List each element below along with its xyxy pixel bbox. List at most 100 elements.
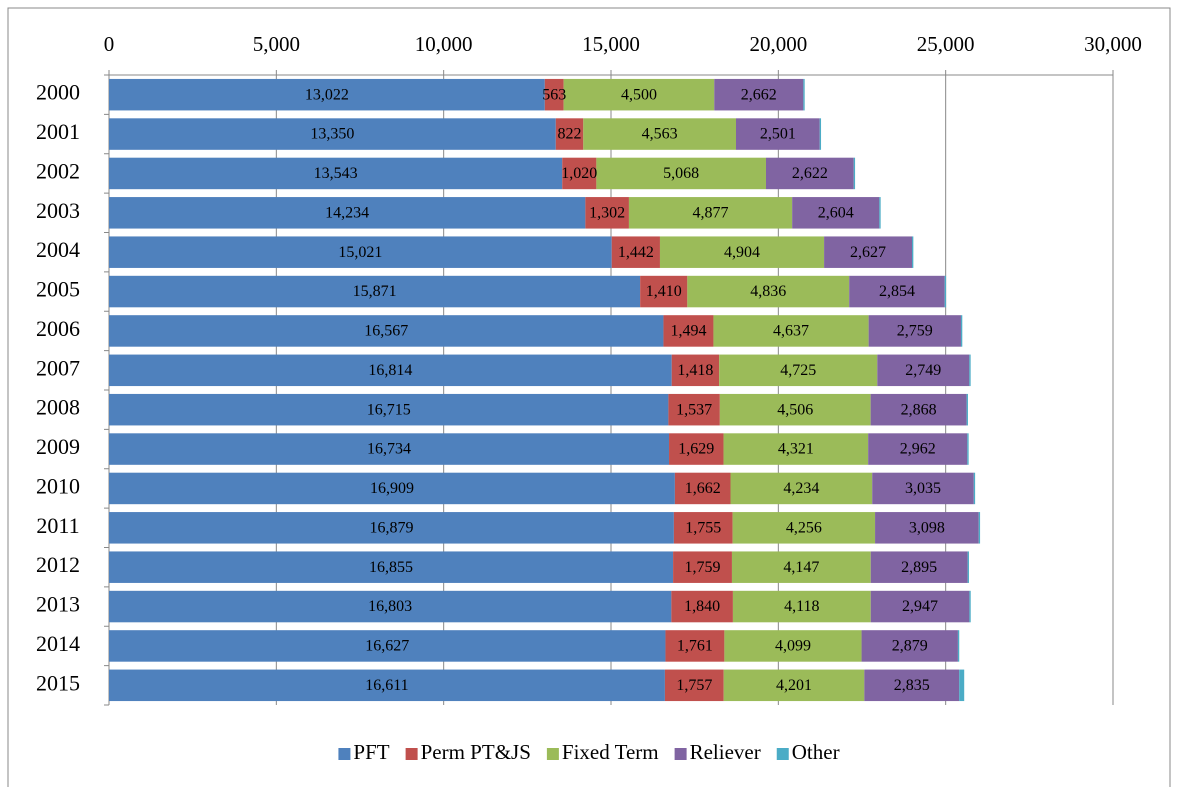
bar-segment <box>664 669 724 702</box>
value-label: 4,877 <box>693 204 729 221</box>
legend-item: Perm PT&JS <box>405 740 531 764</box>
value-label: 16,909 <box>370 480 414 497</box>
bar-segment <box>978 512 981 544</box>
bar-segment <box>966 393 968 426</box>
bar-segment <box>109 393 669 426</box>
value-label: 16,803 <box>368 598 412 615</box>
bar-segment <box>585 197 629 229</box>
value-label: 16,627 <box>365 638 409 655</box>
value-label: 1,020 <box>561 165 597 182</box>
bar-segment <box>563 78 715 111</box>
value-label: 2,627 <box>850 244 886 261</box>
bar-segment <box>735 118 820 150</box>
value-label: 13,022 <box>305 86 349 103</box>
value-label: 4,563 <box>642 126 678 143</box>
value-label: 4,321 <box>778 441 814 458</box>
value-label: 4,904 <box>724 244 760 261</box>
y-tick-label: 2003 <box>36 198 80 223</box>
value-label: 4,836 <box>750 283 786 300</box>
value-label: 14,234 <box>325 204 369 221</box>
bar-segment <box>555 118 584 150</box>
legend-label: PFT <box>353 740 389 764</box>
bar-segment <box>872 472 974 505</box>
value-label: 1,759 <box>685 559 721 576</box>
value-label: 2,854 <box>879 283 915 300</box>
value-label: 1,761 <box>677 638 713 655</box>
bar-segment <box>824 236 912 268</box>
x-tick-label: 25,000 <box>917 32 975 56</box>
bar-segment <box>663 315 714 347</box>
y-tick-label: 2005 <box>36 277 80 302</box>
y-tick-label: 2008 <box>36 395 80 420</box>
value-label: 2,501 <box>760 126 796 143</box>
bar-segment <box>109 472 675 505</box>
bar-segment <box>969 590 971 623</box>
value-label: 563 <box>542 86 566 103</box>
value-label: 2,835 <box>894 677 930 694</box>
legend-label: Reliever <box>690 740 761 764</box>
bar-segment <box>967 433 969 465</box>
bar-segment <box>719 393 871 426</box>
bar-segment <box>713 315 869 347</box>
bar-segment <box>640 275 688 308</box>
bar-segment <box>879 197 881 229</box>
bar-segment <box>562 157 597 190</box>
bar-segment <box>583 118 736 150</box>
bar-segment <box>674 472 731 505</box>
value-label: 2,622 <box>792 165 828 182</box>
bar-segment <box>868 433 968 465</box>
legend-label: Fixed Term <box>562 740 659 764</box>
x-tick-label: 20,000 <box>749 32 807 56</box>
value-label: 2,879 <box>892 638 928 655</box>
bar-segment <box>628 197 793 229</box>
bar-segment <box>611 236 660 268</box>
value-label: 16,855 <box>369 559 413 576</box>
y-tick-label: 2011 <box>36 513 79 538</box>
value-label: 1,840 <box>684 598 720 615</box>
bar-segment <box>673 512 733 544</box>
bar-segment <box>877 354 970 387</box>
bar-segment <box>853 157 856 190</box>
bar-segment <box>944 275 947 308</box>
bar-segment <box>849 275 945 308</box>
value-label: 3,035 <box>905 480 941 497</box>
value-label: 4,201 <box>776 677 812 694</box>
bar-segment <box>109 236 612 268</box>
y-tick-label: 2012 <box>36 552 80 577</box>
bar-segment <box>109 275 641 308</box>
x-tick-label: 0 <box>104 32 115 56</box>
y-tick-label: 2000 <box>36 80 80 105</box>
bar-segment <box>973 472 976 505</box>
y-tick-label: 2010 <box>36 473 80 498</box>
value-label: 1,442 <box>618 244 654 261</box>
value-label: 16,814 <box>368 362 412 379</box>
y-tick-label: 2001 <box>36 119 80 144</box>
x-tick-label: 30,000 <box>1084 32 1142 56</box>
bar-segment <box>109 157 563 190</box>
bar-segment <box>967 551 969 583</box>
value-label: 4,147 <box>783 559 819 576</box>
value-label: 1,302 <box>589 204 625 221</box>
value-label: 822 <box>558 126 582 143</box>
y-tick-label: 2004 <box>36 237 80 262</box>
value-label: 1,629 <box>678 441 714 458</box>
value-label: 13,350 <box>310 126 354 143</box>
bar-segment <box>671 354 720 387</box>
bar-segment <box>765 157 854 190</box>
bar-segment <box>544 78 564 111</box>
legend-item: Other <box>776 740 840 764</box>
value-label: 4,256 <box>786 519 822 536</box>
bar-segment <box>687 275 850 308</box>
bar-segment <box>668 393 720 426</box>
value-label: 16,734 <box>367 441 411 458</box>
value-label: 2,749 <box>905 362 941 379</box>
y-tick-label: 2014 <box>36 631 80 656</box>
legend-item: Fixed Term <box>546 740 659 764</box>
legend-label: Perm PT&JS <box>421 740 531 764</box>
value-label: 1,662 <box>685 480 721 497</box>
value-label: 16,567 <box>364 323 408 340</box>
bar-segment <box>719 354 878 387</box>
y-tick-label: 2009 <box>36 434 80 459</box>
value-label: 16,611 <box>365 677 408 694</box>
